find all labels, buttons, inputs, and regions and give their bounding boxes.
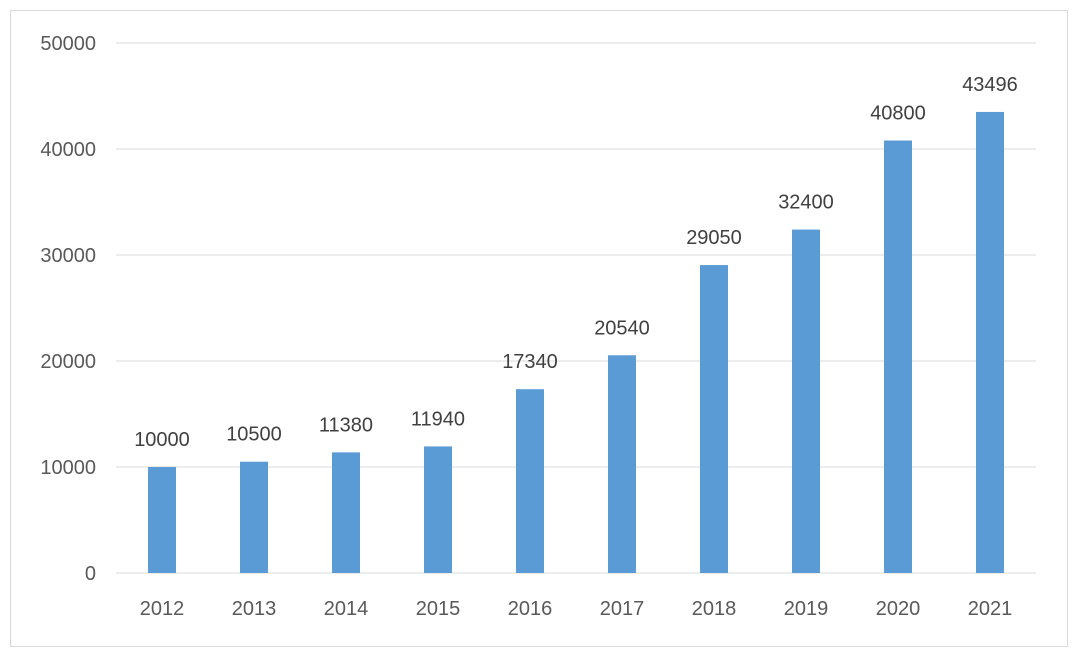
x-tick-label: 2015 <box>416 598 461 620</box>
x-tick-label: 2019 <box>784 598 829 620</box>
data-label: 32400 <box>778 192 834 214</box>
x-axis-ticks: 2012 2013 2014 2015 2016 2017 2018 2019 2020 2021 <box>140 598 1013 620</box>
data-label: 11380 <box>319 414 373 436</box>
x-tick-label: 2013 <box>232 598 277 620</box>
x-tick-label: 2018 <box>692 598 737 620</box>
x-tick-label: 2012 <box>140 598 185 620</box>
bars <box>148 111 1004 574</box>
x-tick-label: 2014 <box>324 598 369 620</box>
bar <box>148 467 176 573</box>
y-tick-label: 0 <box>85 563 96 585</box>
data-label: 40800 <box>870 103 926 125</box>
data-label: 20540 <box>594 317 650 339</box>
y-tick-label: 20000 <box>40 351 96 373</box>
data-labels: 10000 10500 11380 11940 17340 20540 29050 32400… <box>134 74 1018 451</box>
x-tick-label: 2020 <box>876 598 921 620</box>
bar <box>792 229 820 573</box>
data-label: 17340 <box>502 351 558 373</box>
bar <box>516 389 544 573</box>
data-label: 29050 <box>686 227 742 249</box>
bar <box>700 265 728 573</box>
y-axis-ticks: 0 10000 20000 30000 40000 50000 <box>40 33 96 585</box>
data-label: 11940 <box>411 408 465 430</box>
data-label: 10500 <box>226 424 282 446</box>
bar <box>332 452 360 573</box>
bar <box>424 446 452 573</box>
y-tick-label: 10000 <box>40 457 96 479</box>
y-tick-label: 30000 <box>40 245 96 267</box>
x-tick-label: 2016 <box>508 598 553 620</box>
bar <box>976 111 1004 574</box>
x-tick-label: 2021 <box>968 598 1013 620</box>
y-tick-label: 40000 <box>40 139 96 161</box>
data-label: 43496 <box>962 74 1018 96</box>
bar <box>884 140 912 573</box>
y-tick-label: 50000 <box>40 33 96 55</box>
bar <box>240 461 268 573</box>
x-tick-label: 2017 <box>600 598 645 620</box>
gridlines <box>116 42 1036 574</box>
bar <box>608 355 636 573</box>
data-label: 10000 <box>134 429 190 451</box>
